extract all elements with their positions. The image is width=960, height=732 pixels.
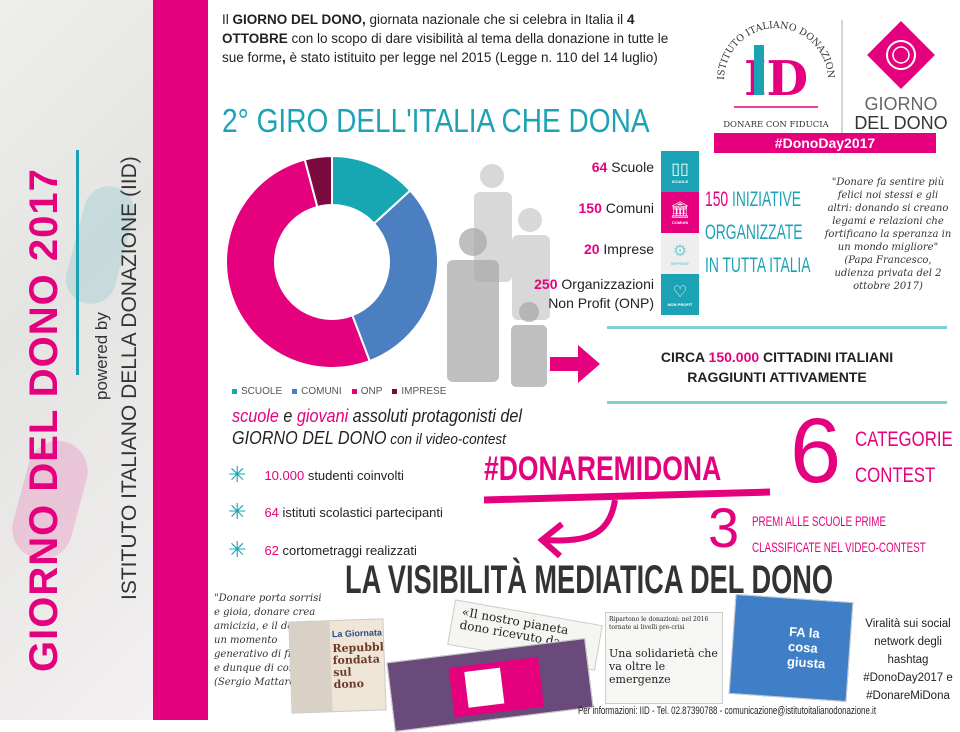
contact-footer: Per informazioni: IID - Tel. 02.87390788… bbox=[578, 705, 877, 717]
asterisk-icon: ✳ bbox=[228, 462, 247, 487]
logo-motto: DONARE CON FIDUCIA bbox=[723, 120, 829, 130]
legend-swatch bbox=[292, 388, 298, 394]
bullet-item: ✳ 62 cortometraggi realizzati bbox=[228, 537, 417, 562]
donut-slice-comuni bbox=[350, 189, 439, 363]
prizes-label: PREMI ALLE SCUOLE PRIME CLASSIFICATE NEL … bbox=[752, 513, 926, 555]
curved-arrow-icon bbox=[483, 488, 771, 559]
iniziative-text: 150 INIZIATIVE ORGANIZZATE IN TUTTA ITALIA bbox=[705, 188, 811, 277]
bullet-item: ✳ 10.000 studenti coinvolti bbox=[228, 462, 404, 487]
intro-part: con lo scopo di dare visibilità al tema … bbox=[222, 31, 669, 65]
protagonists-text: scuole e giovani assoluti protagonisti d… bbox=[232, 406, 522, 448]
chart-legend: SCUOLE COMUNI ONP IMPRESE bbox=[232, 386, 446, 397]
donut-slice-imprese bbox=[303, 154, 333, 209]
stat-comuni: 150 Comuni bbox=[578, 200, 655, 216]
press-headline: Repubblica fondata sul dono bbox=[332, 639, 387, 692]
pink-bar bbox=[153, 0, 208, 720]
press-headline: Una solidarietà che va oltre le emergenz… bbox=[609, 647, 718, 686]
divider bbox=[607, 326, 947, 329]
intro-text: Il GIORNO DEL DONO, giornata nazionale c… bbox=[222, 10, 692, 67]
book-icon: ▯▯ SCUOLE bbox=[661, 151, 699, 192]
section-heading: 2° GIRO DELL'ITALIA CHE DONA bbox=[222, 102, 650, 139]
contest-hashtag: #DONAREMIDONA bbox=[484, 450, 722, 488]
asterisk-icon: ✳ bbox=[228, 537, 247, 562]
papa-quote: "Donare fa sentire più felici noi stessi… bbox=[824, 177, 952, 292]
bullet-item: ✳ 64 istituti scolastici partecipanti bbox=[228, 499, 443, 524]
logo-mark: ID bbox=[744, 51, 808, 107]
asterisk-icon: ✳ bbox=[228, 499, 247, 524]
intro-bold: , bbox=[282, 50, 286, 65]
arrow-right-icon bbox=[550, 345, 600, 383]
legend-item: COMUNI bbox=[292, 386, 342, 397]
legend-swatch bbox=[351, 388, 357, 394]
side-title: GIORNO DEL DONO 2017 bbox=[22, 168, 66, 672]
stat-scuole: 64 Scuole bbox=[591, 159, 654, 175]
legend-item: SCUOLE bbox=[232, 386, 282, 397]
legend-swatch bbox=[232, 388, 237, 394]
tv-screenshot bbox=[386, 638, 594, 732]
people-illustration bbox=[447, 164, 550, 387]
mattarella-quote: "Donare porta sorrisi e gioia, donare cr… bbox=[214, 593, 329, 688]
institute-name: ISTITUTO ITALIANO DELLA DONAZIONE (IID) bbox=[118, 156, 141, 600]
intro-bold: 4 OTTOBRE bbox=[222, 12, 635, 46]
press-kicker: La Giornata bbox=[331, 627, 383, 640]
powered-by: powered by bbox=[92, 312, 111, 400]
press-clipping: La Giornata Repubblica fondata sul dono bbox=[288, 618, 387, 714]
legend-swatch bbox=[392, 388, 398, 394]
legend-item: ONP bbox=[351, 386, 382, 397]
citizens-reached: CIRCA 150.000 CITTADINI ITALIANI RAGGIUNT… bbox=[660, 349, 894, 385]
categories-label: CATEGORIE CONTEST bbox=[855, 428, 953, 487]
heart-icon: ♡ NON PROFIT bbox=[661, 274, 699, 315]
intro-part: Il bbox=[222, 12, 233, 27]
intro-part: è stato istituito per legge nel 2015 (Le… bbox=[285, 50, 658, 65]
donut-chart bbox=[225, 154, 439, 369]
tv-screenshot: FA la cosa giusta bbox=[728, 594, 854, 702]
intro-part: giornata nazionale che si celebra in Ita… bbox=[365, 12, 627, 27]
iid-giorno-del-dono-logo: ISTITUTO ITALIANO DONAZIONE ID DONARE CO… bbox=[706, 5, 948, 153]
logo-giorno: GIORNO bbox=[864, 94, 937, 114]
stat-imprese: 20 Imprese bbox=[583, 241, 654, 257]
side-panel: GIORNO DEL DONO 2017 powered by ISTITUTO… bbox=[0, 0, 153, 720]
building-icon: 🏛 COMUNI bbox=[661, 192, 699, 233]
stat-onp: 250 Organizzazioni Non Profit (ONP) bbox=[534, 276, 654, 311]
categories-count: 6 bbox=[790, 400, 842, 502]
divider bbox=[607, 401, 947, 404]
tv-caption: FA la cosa giusta bbox=[786, 623, 826, 672]
press-clipping: Ripartono le donazioni: nel 2016 tornate… bbox=[605, 612, 723, 704]
donut-slice-onp bbox=[225, 158, 371, 369]
intro-bold: GIORNO DEL DONO, bbox=[232, 12, 366, 27]
prizes-count: 3 bbox=[708, 496, 740, 559]
logo-hashtag: #DonoDay2017 bbox=[775, 135, 876, 151]
social-virality-text: Viralità sui social network degli hashta… bbox=[863, 618, 953, 702]
divider-line bbox=[76, 150, 79, 375]
logo-del-dono: DEL DONO bbox=[854, 113, 947, 133]
gears-icon: ⚙ IMPRESE bbox=[661, 233, 699, 274]
press-headline: Ripartono le donazioni: nel 2016 tornate… bbox=[609, 616, 709, 631]
legend-item: IMPRESE bbox=[392, 386, 446, 397]
